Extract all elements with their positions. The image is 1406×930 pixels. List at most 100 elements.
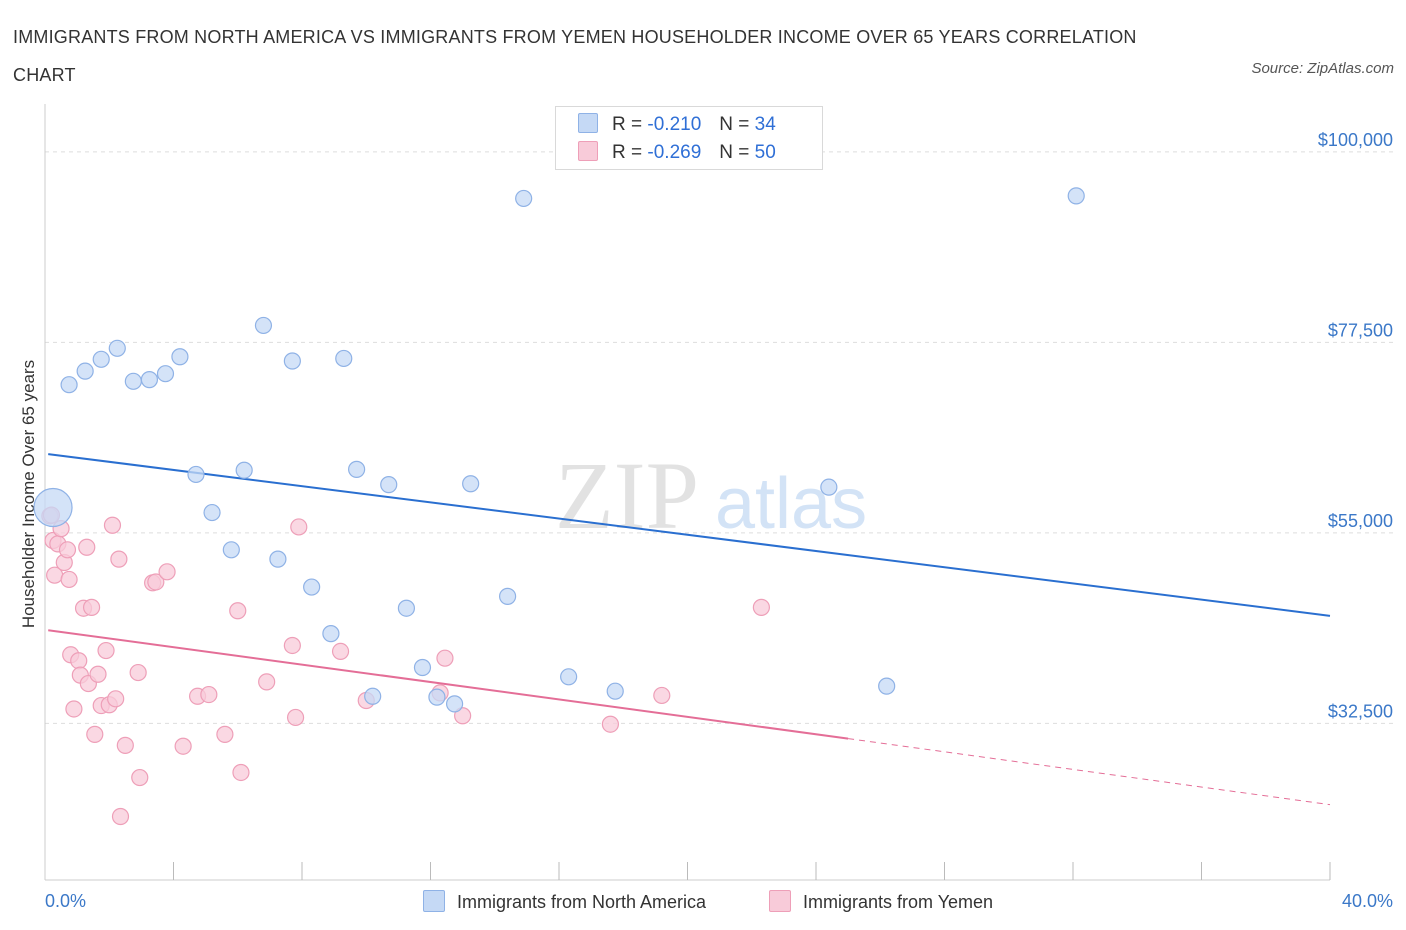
legend-n-label: N = bbox=[719, 114, 750, 135]
data-point-north-america bbox=[254, 316, 273, 335]
data-point-yemen bbox=[78, 538, 96, 556]
data-point-yemen bbox=[129, 663, 147, 682]
x-axis-max-label: 40.0% bbox=[1341, 891, 1393, 911]
data-point-north-america bbox=[499, 587, 517, 605]
data-point-north-america bbox=[303, 578, 321, 596]
series-legend-north-america: Immigrants from North America bbox=[423, 890, 706, 914]
data-point-north-america bbox=[878, 677, 896, 695]
y-tick-label: $100,000 bbox=[1318, 130, 1393, 150]
legend-n-value: 50 bbox=[754, 142, 776, 163]
data-point-yemen bbox=[436, 649, 454, 667]
data-point-north-america bbox=[140, 371, 159, 389]
y-tick-label: $32,500 bbox=[1328, 701, 1393, 721]
legend-row-yemen: R = -0.269 N = 50 bbox=[578, 141, 776, 165]
grid-layer bbox=[45, 151, 1394, 724]
data-point-yemen bbox=[111, 807, 130, 826]
data-point-yemen bbox=[601, 715, 620, 733]
series-legend-swatch-north-america bbox=[423, 890, 445, 912]
data-point-north-america bbox=[108, 339, 126, 357]
legend-r-value: -0.210 bbox=[647, 114, 702, 135]
data-point-north-america bbox=[445, 695, 464, 713]
data-point-north-america bbox=[171, 348, 189, 366]
data-point-yemen bbox=[653, 686, 671, 705]
data-point-north-america bbox=[397, 599, 416, 617]
data-point-yemen bbox=[60, 570, 78, 589]
data-point-yemen bbox=[158, 563, 176, 581]
data-point-yemen bbox=[82, 598, 101, 616]
data-point-north-america bbox=[348, 460, 366, 478]
points-layer bbox=[33, 187, 1085, 826]
data-point-north-america bbox=[1067, 187, 1085, 205]
data-point-yemen bbox=[283, 636, 301, 655]
data-point-yemen bbox=[70, 652, 88, 670]
data-point-north-america bbox=[515, 189, 533, 208]
data-point-yemen bbox=[232, 763, 250, 782]
legend-r-value: -0.269 bbox=[647, 142, 702, 163]
data-point-yemen bbox=[331, 642, 350, 661]
data-point-yemen bbox=[454, 707, 472, 725]
series-legend-label: Immigrants from Yemen bbox=[803, 892, 994, 912]
data-point-yemen bbox=[89, 665, 107, 683]
data-point-yemen bbox=[258, 673, 276, 691]
legend-r-label: R = bbox=[612, 114, 643, 135]
x-axis-min-label: 0.0% bbox=[45, 891, 87, 911]
series-legend-swatch-yemen bbox=[769, 890, 791, 912]
data-point-north-america bbox=[76, 362, 94, 380]
data-point-north-america bbox=[335, 349, 353, 368]
data-point-north-america bbox=[235, 461, 253, 479]
data-point-yemen bbox=[97, 641, 115, 660]
data-point-north-america bbox=[560, 668, 578, 686]
data-point-north-america bbox=[413, 658, 432, 677]
legend-swatch-north-america bbox=[578, 113, 598, 133]
data-point-north-america bbox=[222, 541, 240, 559]
data-point-north-america bbox=[156, 365, 175, 383]
legend-n-value: 34 bbox=[754, 114, 776, 135]
data-point-north-america bbox=[203, 503, 221, 522]
data-point-yemen bbox=[65, 700, 83, 718]
data-point-yemen bbox=[290, 518, 308, 536]
trend-line-yemen-extrapolated bbox=[848, 738, 1331, 806]
y-tick-label: $55,000 bbox=[1328, 511, 1393, 531]
legend-row-north-america: R = -0.210 N = 34 bbox=[578, 113, 776, 137]
data-point-yemen bbox=[131, 768, 149, 787]
trend-line-yemen bbox=[48, 629, 849, 740]
legend-r-label: R = bbox=[612, 142, 643, 163]
trend-line-north-america bbox=[48, 453, 1331, 617]
source-label: Source: ZipAtlas.com bbox=[1251, 60, 1394, 77]
data-point-north-america bbox=[820, 478, 838, 496]
series-legend-label: Immigrants from North America bbox=[457, 892, 707, 912]
data-point-north-america bbox=[322, 625, 340, 643]
data-point-yemen bbox=[200, 685, 218, 704]
data-point-north-america bbox=[364, 687, 382, 705]
data-point-yemen bbox=[229, 602, 247, 620]
watermark-zip: ZIP bbox=[555, 442, 699, 549]
data-point-yemen bbox=[58, 541, 77, 559]
data-point-yemen bbox=[107, 690, 125, 708]
data-point-north-america bbox=[33, 487, 73, 528]
data-point-north-america bbox=[380, 476, 398, 494]
data-point-yemen bbox=[103, 516, 122, 534]
watermark-atlas: atlas bbox=[715, 464, 867, 544]
chart-title: IMMIGRANTS FROM NORTH AMERICA VS IMMIGRA… bbox=[13, 27, 1137, 85]
data-point-north-america bbox=[124, 372, 142, 390]
y-tick-label: $77,500 bbox=[1328, 320, 1393, 340]
data-point-yemen bbox=[286, 708, 305, 727]
watermark: ZIP atlas bbox=[555, 442, 867, 549]
stats-legend: R = -0.210 N = 34 R = -0.269 N = 50 bbox=[555, 106, 823, 170]
data-point-yemen bbox=[216, 725, 234, 743]
data-point-north-america bbox=[92, 350, 110, 368]
data-point-north-america bbox=[606, 682, 624, 700]
legend-swatch-yemen bbox=[578, 141, 598, 161]
data-point-north-america bbox=[283, 352, 301, 370]
tick-label-layer: $32,500 $55,000 $77,500 $100,000 bbox=[1318, 130, 1393, 721]
data-point-north-america bbox=[428, 688, 446, 706]
data-point-north-america bbox=[60, 376, 78, 394]
data-point-yemen bbox=[110, 550, 128, 568]
data-point-yemen bbox=[116, 736, 134, 754]
data-point-yemen bbox=[147, 573, 165, 591]
data-point-yemen bbox=[86, 725, 104, 743]
data-point-yemen bbox=[174, 737, 192, 755]
data-point-yemen bbox=[752, 598, 770, 616]
legend-n-label: N = bbox=[719, 142, 750, 163]
